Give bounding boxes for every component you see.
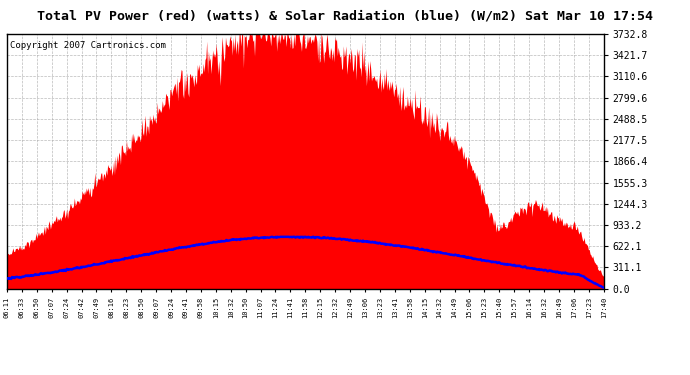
- Text: Total PV Power (red) (watts) & Solar Radiation (blue) (W/m2) Sat Mar 10 17:54: Total PV Power (red) (watts) & Solar Rad…: [37, 9, 653, 22]
- Text: Copyright 2007 Cartronics.com: Copyright 2007 Cartronics.com: [10, 41, 166, 50]
